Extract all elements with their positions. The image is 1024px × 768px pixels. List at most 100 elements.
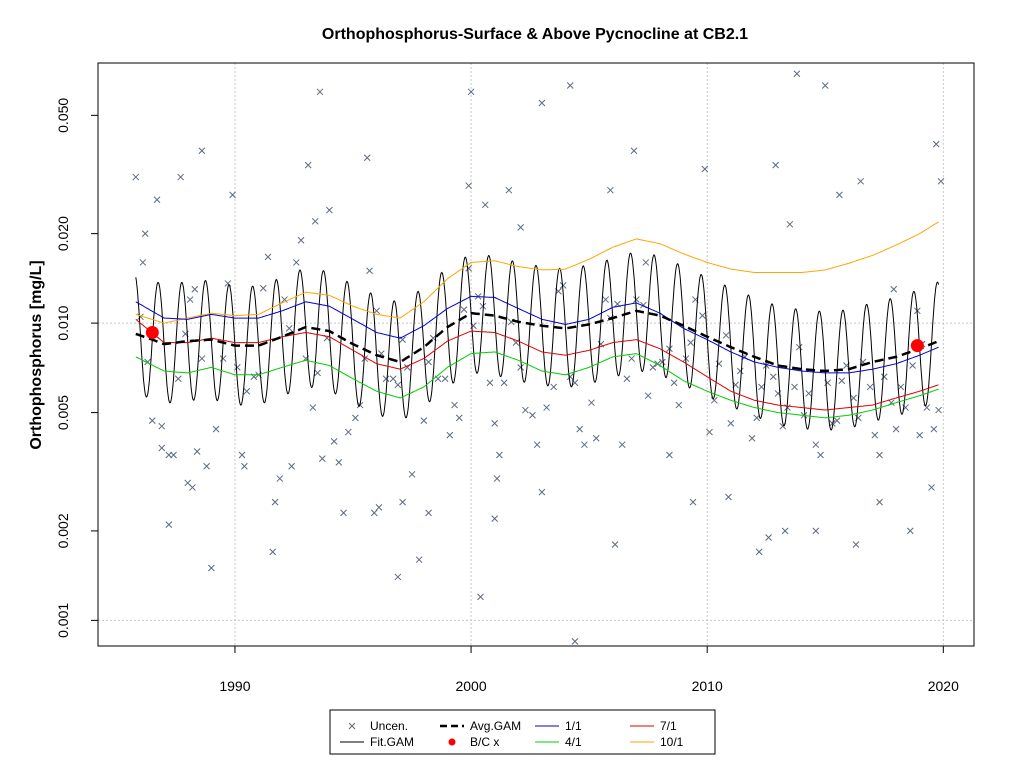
uncen-point xyxy=(871,431,879,439)
uncen-point xyxy=(715,360,723,368)
uncen-point xyxy=(533,441,541,449)
uncen-point xyxy=(441,375,449,383)
uncen-point xyxy=(892,425,900,433)
uncen-point xyxy=(670,379,678,387)
uncen-point xyxy=(203,462,210,470)
uncen-point xyxy=(838,377,846,385)
gam-lines xyxy=(135,221,940,431)
uncensored-points xyxy=(132,70,945,645)
uncen-point xyxy=(765,534,772,541)
uncen-point xyxy=(769,373,777,381)
uncen-point xyxy=(588,399,595,407)
uncen-point xyxy=(852,541,860,548)
plot-frame xyxy=(97,62,975,647)
uncen-point xyxy=(890,285,898,293)
uncen-point xyxy=(906,527,914,535)
uncen-point xyxy=(916,431,924,439)
uncen-point xyxy=(264,253,272,261)
uncen-point xyxy=(326,206,333,214)
uncen-point xyxy=(373,307,380,315)
uncen-point xyxy=(592,434,600,442)
uncen-point xyxy=(644,392,652,400)
uncen-point xyxy=(748,434,756,442)
uncen-point xyxy=(481,201,489,209)
y-tick-label: 0.002 xyxy=(55,513,71,548)
legend-label-1-1: 1/1 xyxy=(565,719,582,733)
uncen-point xyxy=(352,414,359,422)
series-line-fit-gam xyxy=(135,252,940,431)
uncen-point xyxy=(189,484,196,491)
legend-label-avg-gam: Avg.GAM xyxy=(470,719,521,733)
uncen-point xyxy=(876,498,883,506)
bc-point xyxy=(910,339,924,353)
uncen-point xyxy=(382,375,390,383)
grid xyxy=(98,63,974,646)
uncen-point xyxy=(550,383,558,391)
uncen-point xyxy=(238,451,246,459)
uncen-point xyxy=(153,196,161,204)
uncen-point xyxy=(701,165,709,173)
legend-box xyxy=(329,709,716,755)
uncen-point xyxy=(576,425,584,433)
uncen-point xyxy=(309,404,317,411)
uncen-point xyxy=(781,527,789,535)
uncen-point xyxy=(880,373,888,381)
uncen-point xyxy=(632,296,640,303)
uncen-point xyxy=(538,99,546,107)
uncen-point xyxy=(212,425,220,433)
uncen-point xyxy=(148,417,156,424)
uncen-point xyxy=(755,548,763,556)
uncen-point xyxy=(736,367,744,375)
uncen-point xyxy=(363,154,371,162)
uncen-point xyxy=(675,401,683,409)
uncen-point xyxy=(500,379,508,387)
uncen-point xyxy=(529,411,536,419)
uncen-point xyxy=(311,217,319,225)
uncen-point xyxy=(522,406,529,414)
uncen-point xyxy=(297,236,305,244)
uncen-point xyxy=(467,88,475,96)
uncen-point xyxy=(207,564,215,572)
uncen-point xyxy=(241,462,248,470)
uncen-point xyxy=(408,470,416,478)
uncen-point xyxy=(271,498,279,506)
uncen-point xyxy=(828,420,836,427)
uncen-point xyxy=(727,420,735,427)
uncen-point xyxy=(722,331,730,339)
uncen-point xyxy=(836,191,843,199)
x-axis: 1990 2000 2010 2020 xyxy=(219,645,959,694)
uncen-point xyxy=(687,339,695,346)
uncen-point xyxy=(330,438,338,445)
uncen-point xyxy=(399,498,406,506)
uncen-point xyxy=(821,82,829,89)
uncen-point xyxy=(304,161,312,169)
uncen-point xyxy=(165,451,173,459)
uncen-point xyxy=(425,509,432,517)
uncen-point xyxy=(281,296,288,303)
uncen-point xyxy=(909,362,916,369)
uncen-point xyxy=(288,462,295,470)
uncen-point xyxy=(269,548,277,556)
uncen-point xyxy=(229,191,236,199)
series-line-10-1 xyxy=(135,221,939,324)
uncen-point xyxy=(465,182,473,190)
uncen-point xyxy=(932,140,940,148)
uncen-point xyxy=(505,186,513,194)
uncen-point xyxy=(710,396,718,404)
uncen-point xyxy=(689,498,697,506)
y-tick-label: 0.020 xyxy=(55,216,71,251)
legend: Uncen. Fit.GAM Avg.GAM B/C x 1/1 4/1 7/1 10/1 xyxy=(329,709,716,755)
uncen-point xyxy=(812,441,820,449)
legend-label-fit-gam: Fit.GAM xyxy=(370,735,414,749)
uncen-point xyxy=(791,383,798,391)
uncen-point xyxy=(366,267,373,275)
uncen-point xyxy=(375,504,383,511)
legend-label-b-c-x: B/C x xyxy=(470,735,499,749)
y-axis-title: Orthophosphorus [mg/L] xyxy=(28,260,45,449)
uncen-point xyxy=(465,264,473,272)
uncen-point xyxy=(276,475,284,482)
uncen-point xyxy=(566,82,574,89)
uncen-point xyxy=(233,363,241,371)
uncen-point xyxy=(394,381,402,389)
y-tick-label: 0.005 xyxy=(55,395,71,430)
